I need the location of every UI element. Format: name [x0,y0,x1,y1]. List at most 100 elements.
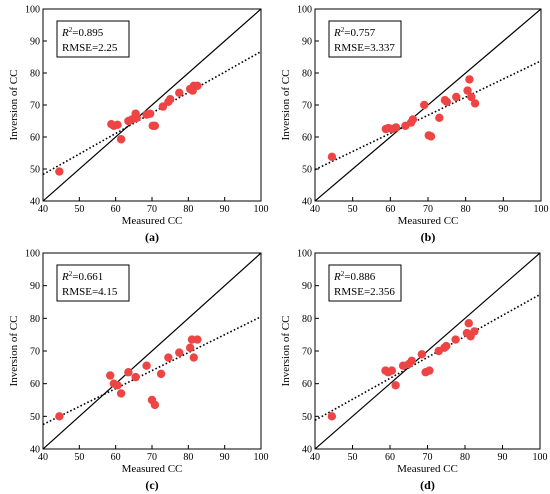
r-symbol: R [333,271,341,283]
data-point [189,353,198,362]
panel-label: (a) [145,230,159,244]
x-tick-label: 50 [74,452,84,463]
y-axis-label: Inversion of CC [280,70,292,141]
y-tick-label: 100 [297,249,312,260]
x-tick-label: 40 [310,204,320,215]
regression-fit-line [315,293,540,421]
x-axis-label: Measured CC [122,215,183,227]
stats-box [328,20,402,58]
one-to-one-line [43,253,261,449]
data-point [464,319,473,328]
y-tick-label: 80 [30,314,40,325]
x-tick-label: 90 [498,204,508,215]
data-point [442,97,452,107]
y-tick-label: 70 [30,101,40,112]
data-point [442,341,451,351]
data-point [185,343,195,352]
x-axis-label: Measured CC [398,215,459,227]
data-point [145,109,155,118]
x-tick-label: 100 [254,204,269,215]
y-tick-label: 90 [302,37,312,48]
data-point [150,400,160,410]
y-tick-label: 40 [30,445,40,456]
y-tick-label: 50 [302,412,312,423]
data-point [158,102,168,111]
x-tick-label: 90 [220,452,230,463]
r-squared-value: R2=0.757 [333,26,376,39]
x-tick-label: 90 [220,204,230,215]
r-squared-value: R2=0.895 [61,26,104,39]
data-point [150,121,160,130]
regression-fit-line [315,60,541,171]
y-tick-label: 70 [302,347,312,358]
data-point [426,132,436,141]
r-superscript: 2 [341,270,345,278]
stats-box [56,264,130,302]
y-tick-label: 90 [302,281,312,292]
data-point [407,356,416,365]
x-tick-label: 80 [461,204,471,215]
y-tick-label: 50 [302,165,312,176]
x-tick-label: 60 [111,452,121,463]
r-squared-number: =0.886 [344,271,375,283]
x-tick-label: 60 [385,452,395,463]
y-tick-label: 90 [30,37,40,48]
one-to-one-line [43,9,261,201]
y-tick-label: 50 [30,165,40,176]
data-point [142,361,151,370]
r-squared-number: =0.661 [72,271,103,283]
r-superscript: 2 [69,26,73,34]
data-point [193,81,202,91]
x-tick-label: 70 [147,452,157,463]
data-point [391,381,400,390]
y-tick-label: 100 [297,5,312,16]
stats-box [56,20,130,58]
r-symbol: R [61,27,69,39]
r-squared-number: =0.895 [72,27,103,39]
data-point [175,88,184,98]
r-superscript: 2 [69,270,73,278]
y-tick-label: 80 [302,69,312,80]
data-point [417,350,427,359]
x-tick-label: 40 [38,204,48,215]
x-tick-label: 100 [533,452,548,463]
y-tick-label: 80 [30,69,40,80]
data-point [465,75,474,84]
data-point [425,366,434,375]
data-point [116,389,126,398]
x-tick-label: 80 [183,204,193,215]
rmse-value: RMSE=2.356 [334,286,395,298]
y-tick-label: 90 [30,281,40,292]
x-tick-label: 50 [348,204,358,215]
x-tick-label: 70 [423,452,433,463]
x-tick-label: 60 [385,204,395,215]
r-symbol: R [333,27,341,39]
data-point [132,113,141,123]
panel-label: (b) [421,230,436,244]
chart-panel-4: 40 50 60 70 80 90 100 40 50 60 70 80 90 100 Measured C… [280,249,548,493]
panel-label: (d) [420,478,435,492]
x-tick-label: 80 [183,452,193,463]
data-point [435,113,444,123]
data-point [164,353,173,362]
data-point [327,412,337,421]
x-tick-label: 90 [498,452,508,463]
y-axis-label: Inversion of CC [8,70,20,141]
x-tick-label: 50 [348,452,358,463]
data-point [387,366,397,375]
y-tick-label: 70 [30,347,40,358]
data-point [451,335,460,344]
x-tick-label: 60 [111,204,121,215]
stats-box [328,264,402,302]
y-tick-label: 60 [30,379,40,390]
y-tick-label: 60 [30,133,40,144]
panel-label: (c) [145,478,158,492]
data-point [467,92,476,102]
r-squared-number: =0.757 [344,27,375,39]
r-superscript: 2 [341,26,345,34]
r-symbol: R [61,271,69,283]
y-tick-label: 100 [25,249,40,260]
rmse-value: RMSE=2.25 [62,42,118,54]
x-tick-label: 40 [310,452,320,463]
y-tick-label: 40 [30,197,40,208]
